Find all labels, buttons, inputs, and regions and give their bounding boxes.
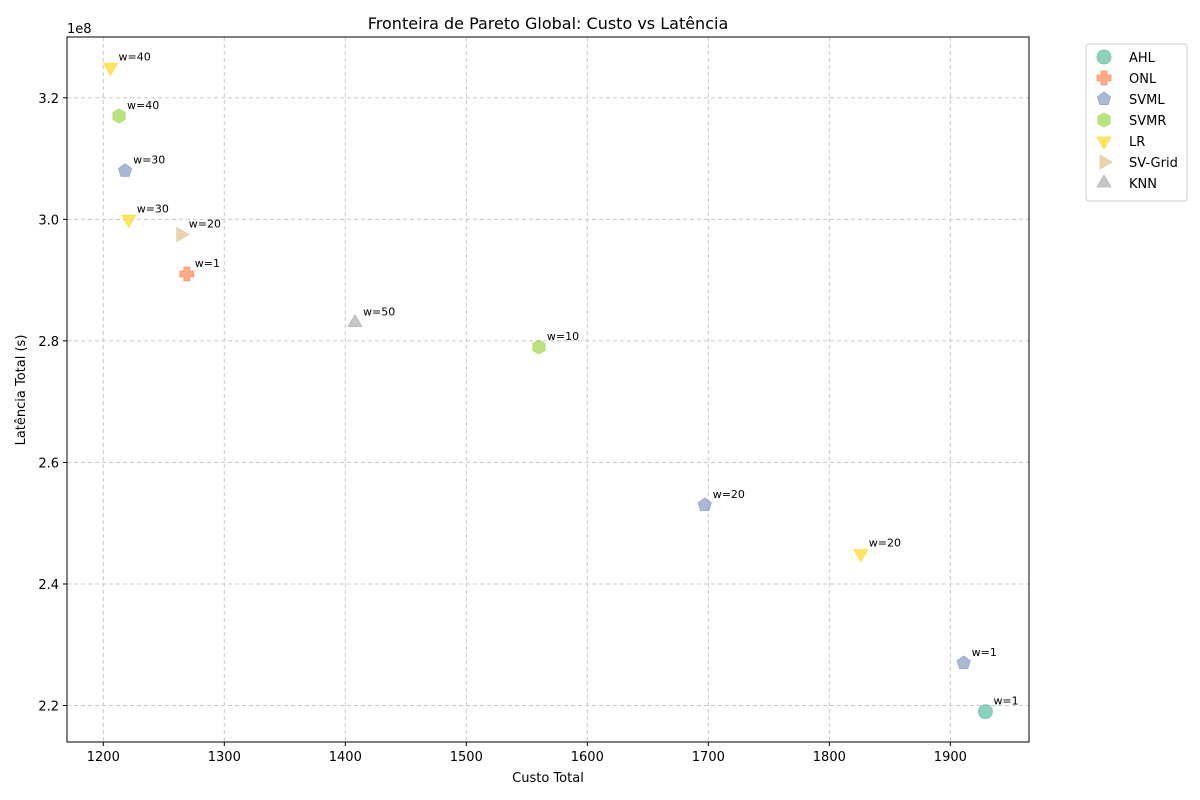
x-tick-label: 1300 [208,750,241,765]
x-tick-label: 1500 [450,750,483,765]
y-axis-multiplier: 1e8 [67,22,92,37]
legend-marker-lr [1096,136,1112,150]
legend-marker-svml [1096,91,1112,106]
legend-label: SVMR [1129,114,1166,129]
x-tick-label: 1900 [934,750,967,765]
data-point-lr [853,549,869,563]
y-axis-ticks: 2.2 2.4 2.6 2.8 3.0 3.2 [38,92,67,715]
data-point-lr [102,62,119,77]
legend-marker-onl [1096,70,1112,86]
point-label: w=1 [993,695,1018,708]
legend-label: LR [1129,135,1145,150]
point-label: w=1 [972,646,997,659]
grid-lines [67,37,1029,742]
point-label: w=40 [119,50,151,63]
legend-marker-ahl [1096,49,1112,65]
y-tick-label: 2.4 [38,578,59,593]
legend-label: ONL [1129,72,1157,87]
y-tick-label: 2.6 [38,456,59,471]
data-point-svml [117,163,133,177]
legend-marker-svmr [1097,112,1111,128]
point-label: w=50 [363,306,395,319]
legend-label: KNN [1129,177,1157,192]
point-labels: w=1 w=1 w=30 w=20 w=1 w=40 w=10 w=40 w=30 w=20 w=2… [119,50,1019,707]
point-label: w=20 [713,488,745,501]
point-label: w=10 [547,330,579,343]
legend: AHL ONL SVML SVMR LR SV-Grid KNN [1085,43,1188,202]
y-tick-label: 2.2 [38,700,59,715]
x-tick-label: 1600 [571,750,604,765]
data-point-svmr [112,108,126,124]
chart-title: Fronteira de Pareto Global: Custo vs Lat… [368,14,729,33]
data-point-knn [347,313,363,328]
point-label: w=30 [137,202,169,215]
y-tick-label: 3.2 [38,92,59,107]
legend-label: SV-Grid [1129,156,1178,171]
x-tick-label: 1200 [87,750,120,765]
data-point-svml [697,497,712,512]
y-axis-label: Latência Total (s) [14,335,29,446]
legend-label: SVML [1129,93,1165,108]
x-tick-label: 1800 [813,750,846,765]
y-tick-label: 3.0 [38,213,59,228]
x-tick-label: 1700 [692,750,725,765]
x-axis-label: Custo Total [512,771,584,786]
point-label: w=20 [869,537,901,550]
data-points [102,62,993,720]
legend-marker-knn [1096,174,1112,188]
legend-marker-sv-grid [1099,154,1113,170]
point-label: w=20 [189,218,221,231]
y-tick-label: 2.8 [38,335,59,350]
point-label: w=30 [133,154,165,167]
plot-area-frame [66,36,1030,743]
x-axis-ticks: 1200 1300 1400 1500 1600 1700 1800 1900 [87,742,967,765]
data-point-sv-grid [176,226,190,243]
data-point-lr [121,214,137,229]
legend-label: AHL [1129,51,1156,66]
point-label: w=1 [195,257,220,270]
x-tick-label: 1400 [329,750,362,765]
data-point-svmr [532,339,546,355]
data-point-onl [179,266,195,282]
point-label: w=40 [127,99,159,112]
data-point-ahl [978,704,993,720]
data-point-svml [956,655,971,670]
